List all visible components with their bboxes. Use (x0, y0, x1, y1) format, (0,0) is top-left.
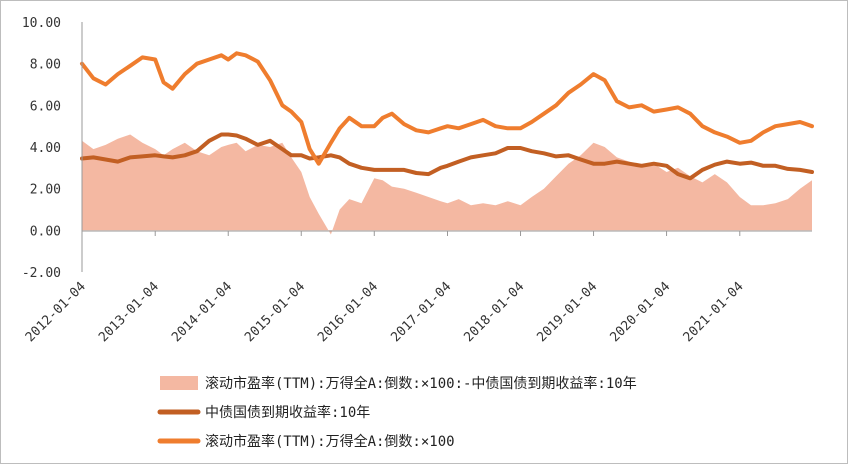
y-tick-label: 8.00 (30, 58, 61, 73)
y-tick-labels: 10.00 8.00 6.00 4.00 2.00 0.00 -2.00 (22, 16, 61, 281)
legend-label: 中债国债到期收益率:10年 (205, 404, 370, 421)
axis-layer (81, 22, 812, 272)
y-tick-label: 10.00 (22, 16, 61, 31)
x-tick-labels: 2012-01-04 2013-01-04 2014-01-04 2015-01-04… (23, 279, 747, 345)
x-tick-label: 2020-01-04 (607, 279, 673, 345)
series-line-earnings-yield (80, 51, 814, 166)
x-tick-label: 2018-01-04 (461, 279, 527, 345)
series-area-spread (82, 134, 812, 235)
y-tick-label: 2.00 (30, 183, 61, 198)
x-tick-label: 2014-01-04 (169, 279, 235, 345)
x-tick-label: 2012-01-04 (23, 279, 89, 345)
y-tick-label: 6.00 (30, 99, 61, 114)
legend-label: 滚动市盈率(TTM):万得全A:倒数:×100:-中债国债到期收益率:10年 (205, 375, 637, 392)
legend: 滚动市盈率(TTM):万得全A:倒数:×100:-中债国债到期收益率:10年中债… (157, 375, 637, 450)
area-layer (82, 134, 812, 235)
x-tick-label: 2016-01-04 (315, 279, 381, 345)
x-tick-label: 2013-01-04 (96, 279, 162, 345)
x-tick-label: 2015-01-04 (242, 279, 308, 345)
y-tick-label: 0.00 (30, 224, 61, 239)
series-line-bond-yield (80, 132, 814, 181)
x-tick-label: 2017-01-04 (388, 279, 454, 345)
y-tick-label: 4.00 (30, 141, 61, 156)
legend-label: 滚动市盈率(TTM):万得全A:倒数:×100 (205, 433, 455, 450)
line-layer (80, 51, 814, 181)
legend-swatch-area (160, 376, 198, 390)
x-tick-label: 2019-01-04 (534, 279, 600, 345)
y-tick-label: -2.00 (22, 266, 61, 281)
x-tick-label: 2021-01-04 (681, 279, 747, 345)
